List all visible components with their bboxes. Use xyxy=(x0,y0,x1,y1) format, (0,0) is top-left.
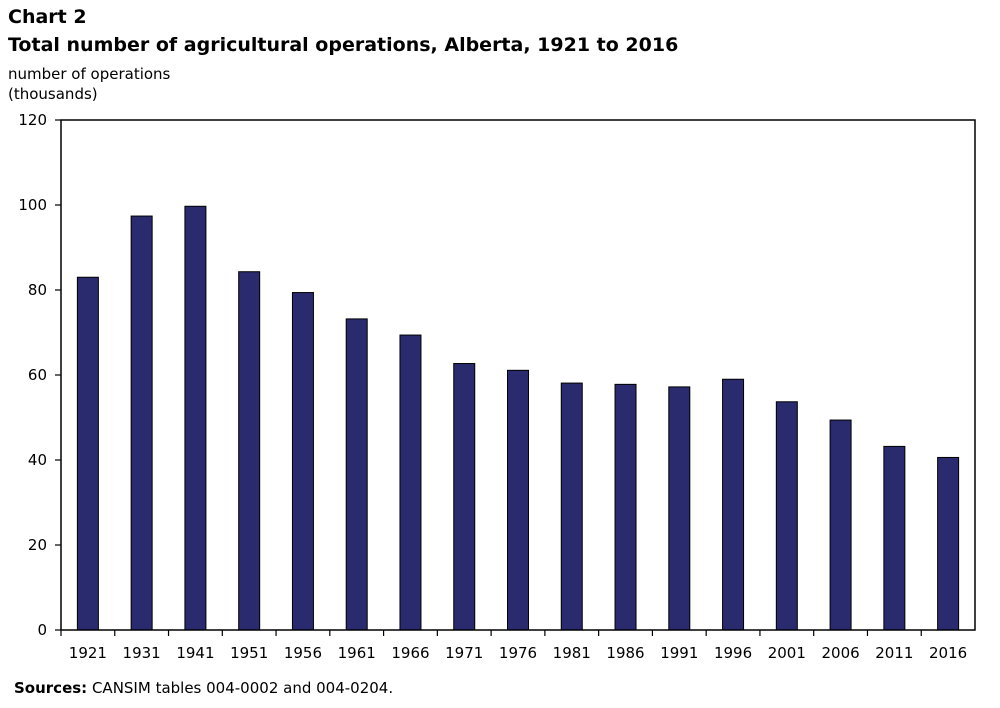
x-tick-label: 1981 xyxy=(553,644,591,662)
y-tick-label: 120 xyxy=(18,111,47,129)
bar-1971 xyxy=(453,363,476,631)
bar-1981 xyxy=(560,382,583,631)
bars-group xyxy=(76,205,960,631)
y-tick-label: 40 xyxy=(28,451,47,469)
bar-1986 xyxy=(614,383,637,631)
bar-1956 xyxy=(291,292,314,631)
y-tick-label: 20 xyxy=(28,536,47,554)
x-tick-label: 1971 xyxy=(445,644,483,662)
plot-frame xyxy=(60,119,976,631)
x-tick-label: 1966 xyxy=(391,644,429,662)
bar-2001 xyxy=(775,401,798,631)
bar-1961 xyxy=(345,318,368,631)
x-tick-label: 2001 xyxy=(768,644,806,662)
bar-1931 xyxy=(130,215,153,631)
y-tick-label: 100 xyxy=(18,196,47,214)
source-note: Sources: CANSIM tables 004-0002 and 004-… xyxy=(14,679,393,697)
x-tick-label: 1986 xyxy=(606,644,644,662)
bar-1966 xyxy=(399,334,422,631)
chart-number: Chart 2 xyxy=(8,6,87,28)
x-tick-label: 1996 xyxy=(714,644,752,662)
y-axis-ticks: 0 20 40 60 80 100 120 xyxy=(18,111,61,639)
y-axis-label-line1: number of operations xyxy=(8,65,171,83)
y-axis-label-line2: (thousands) xyxy=(8,85,98,103)
bar-1921 xyxy=(76,276,99,631)
x-axis-ticks: 1921 1931 1941 1951 1956 1961 1966 1971 1976 1981… xyxy=(60,630,967,662)
bar-1976 xyxy=(507,369,529,631)
source-text: CANSIM tables 004-0002 and 004-0204. xyxy=(87,679,394,697)
y-tick-label: 0 xyxy=(37,621,47,639)
x-tick-label: 1921 xyxy=(69,644,107,662)
bar-1941 xyxy=(184,205,207,631)
x-tick-label: 2011 xyxy=(875,644,913,662)
x-tick-label: 1931 xyxy=(123,644,161,662)
x-tick-label: 1991 xyxy=(660,644,698,662)
bar-2006 xyxy=(829,419,852,631)
bar-2011 xyxy=(883,445,906,631)
x-tick-label: 1976 xyxy=(499,644,537,662)
bar-1996 xyxy=(722,378,745,631)
x-tick-label: 2016 xyxy=(929,644,967,662)
chart-title: Total number of agricultural operations,… xyxy=(8,34,679,56)
y-tick-label: 60 xyxy=(28,366,47,384)
x-tick-label: 1941 xyxy=(176,644,214,662)
bar-1991 xyxy=(668,386,691,631)
y-tick-label: 80 xyxy=(28,281,47,299)
bar-1951 xyxy=(238,271,261,631)
source-label: Sources: xyxy=(14,679,88,697)
bar-2016 xyxy=(937,456,960,631)
x-tick-label: 1951 xyxy=(230,644,268,662)
x-tick-label: 2006 xyxy=(821,644,859,662)
x-tick-label: 1956 xyxy=(284,644,322,662)
y-axis-label: number of operations (thousands) xyxy=(8,64,170,104)
x-tick-label: 1961 xyxy=(338,644,376,662)
